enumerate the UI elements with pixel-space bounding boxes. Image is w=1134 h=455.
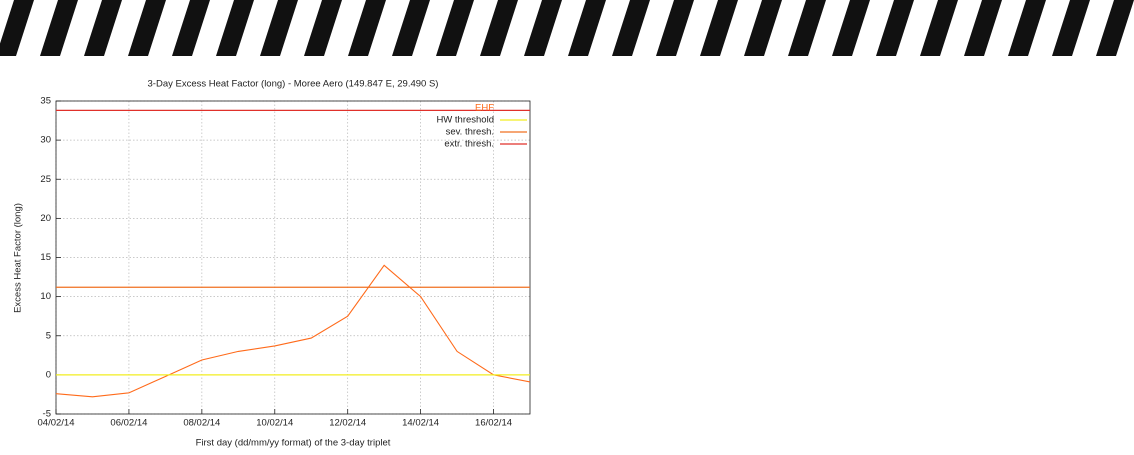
x-tick-label: 12/02/14 (329, 418, 366, 429)
x-axis-label: First day (dd/mm/yy format) of the 3-day… (196, 438, 391, 449)
legend-label: EHF (475, 103, 494, 114)
legend-label: sev. thresh. (446, 127, 494, 138)
plot: -5 0 5 10 15 20 25 30 35 04/02/14 06/02/14 08/02/14… (38, 96, 531, 429)
y-tick-label: 5 (46, 330, 51, 341)
y-tick-label: 35 (40, 96, 51, 107)
x-tick-label: 10/02/14 (256, 418, 293, 429)
y-tick-label: -5 (43, 409, 51, 420)
plot-frame (55, 100, 531, 415)
chart-title: 3-Day Excess Heat Factor (long) - Moree … (148, 79, 439, 90)
y-tick-label: 10 (40, 291, 51, 302)
y-tick-label: 15 (40, 252, 51, 263)
x-tick-label: 08/02/14 (183, 418, 220, 429)
data-line (55, 264, 531, 398)
striped-banner (0, 0, 1134, 56)
y-tick-label: 30 (40, 135, 51, 146)
y-tick-label: 20 (40, 213, 51, 224)
y-tick-label: 0 (46, 369, 51, 380)
legend-label: extr. thresh. (444, 139, 494, 150)
y-tick-label: 25 (40, 174, 51, 185)
x-tick-label: 06/02/14 (110, 418, 147, 429)
y-axis-label: Excess Heat Factor (long) (13, 203, 24, 313)
x-tick-label: 16/02/14 (475, 418, 512, 429)
x-tick-label: 14/02/14 (402, 418, 439, 429)
legend-label: HW threshold (436, 115, 494, 126)
x-tick-label: 04/02/14 (38, 418, 75, 429)
